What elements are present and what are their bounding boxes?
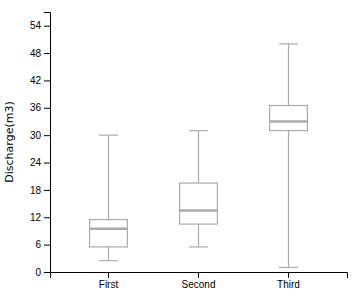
cap-low — [189, 246, 208, 247]
x-tick: Third — [277, 272, 300, 290]
box — [90, 220, 128, 247]
cap-high — [99, 135, 118, 136]
y-axis-line — [44, 13, 51, 273]
x-tick-label: Second — [182, 279, 216, 290]
box-group — [180, 131, 218, 247]
median — [90, 227, 128, 230]
x-axis: First Second Third — [51, 272, 348, 290]
y-tick: 24 — [30, 157, 50, 168]
x-tick-label: Third — [277, 279, 300, 290]
x-tick-label: First — [99, 279, 119, 290]
y-tick: 42 — [30, 75, 50, 86]
whisker-high — [198, 131, 199, 183]
y-tick-label: 12 — [30, 212, 42, 223]
y-axis: 0 6 12 18 24 30 36 42 48 54 — [30, 13, 51, 278]
y-tick: 18 — [30, 185, 50, 196]
box-group — [90, 135, 128, 260]
box-group — [270, 44, 308, 268]
y-tick-label: 30 — [30, 130, 42, 141]
whisker-high — [288, 44, 289, 106]
y-tick-mark — [44, 163, 50, 164]
y-tick: 48 — [30, 48, 50, 59]
whisker-low — [198, 224, 199, 247]
plot: 0 6 12 18 24 30 36 42 48 54 First Second Third — [30, 13, 348, 291]
median — [270, 120, 308, 123]
y-tick: 12 — [30, 212, 50, 223]
x-tick: Second — [182, 272, 216, 290]
y-tick-mark — [44, 217, 50, 218]
y-tick-mark — [44, 53, 50, 54]
y-tick-mark — [44, 80, 50, 81]
box — [180, 183, 218, 224]
boxes — [90, 44, 308, 268]
y-tick-mark — [44, 190, 50, 191]
y-tick-label: 54 — [30, 20, 42, 31]
y-tick-label: 48 — [30, 48, 42, 59]
x-tick-mark — [108, 272, 109, 278]
whisker-low — [288, 131, 289, 268]
y-tick-label: 36 — [30, 102, 42, 113]
y-tick-label: 0 — [35, 267, 41, 278]
cap-low — [279, 267, 298, 268]
x-tick-mark — [198, 272, 199, 278]
whisker-low — [108, 247, 109, 261]
box — [270, 106, 308, 131]
y-tick-mark — [44, 245, 50, 246]
y-tick-mark — [44, 135, 50, 136]
y-tick: 30 — [30, 130, 50, 141]
y-tick: 36 — [30, 102, 50, 113]
y-tick: 0 — [35, 267, 50, 278]
x-axis-line — [51, 273, 348, 279]
y-tick-mark — [44, 26, 50, 27]
y-tick-mark — [44, 108, 50, 109]
y-tick-label: 24 — [30, 157, 42, 168]
y-tick-mark — [44, 272, 50, 273]
median — [180, 209, 218, 212]
y-tick-label: 6 — [35, 239, 41, 250]
y-tick-label: 18 — [30, 185, 42, 196]
chart: 0 6 12 18 24 30 36 42 48 54 First Second Third Discha… — [0, 0, 359, 302]
whisker-high — [108, 135, 109, 219]
y-tick-label: 42 — [30, 75, 42, 86]
x-tick: First — [99, 272, 119, 290]
cap-high — [279, 43, 298, 44]
y-tick: 6 — [35, 239, 50, 250]
x-tick-mark — [288, 272, 289, 278]
y-axis-title: Discharge(m3) — [3, 101, 16, 182]
cap-high — [189, 130, 208, 131]
y-tick: 54 — [30, 20, 50, 31]
cap-low — [99, 260, 118, 261]
